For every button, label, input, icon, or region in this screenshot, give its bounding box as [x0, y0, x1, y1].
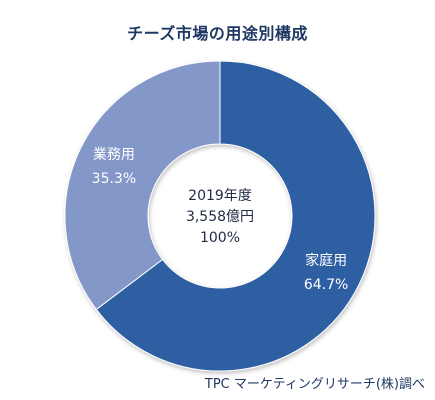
center-label-0: 2019年度 — [188, 188, 252, 204]
slice-value-1: 35.3% — [92, 171, 136, 187]
slice-value-0: 64.7% — [304, 277, 348, 293]
slice-0 — [95, 60, 376, 372]
slice-1 — [64, 60, 221, 311]
center-label-2: 100% — [200, 230, 240, 246]
slice-label-1: 業務用 — [93, 147, 135, 163]
chart-title: チーズ市場の用途別構成 — [127, 24, 308, 43]
slice-label-0: 家庭用 — [305, 252, 347, 269]
center-label-1: 3,558億円 — [186, 209, 254, 225]
source-note: TPC マーケティングリサーチ(株)調べ — [204, 377, 425, 392]
